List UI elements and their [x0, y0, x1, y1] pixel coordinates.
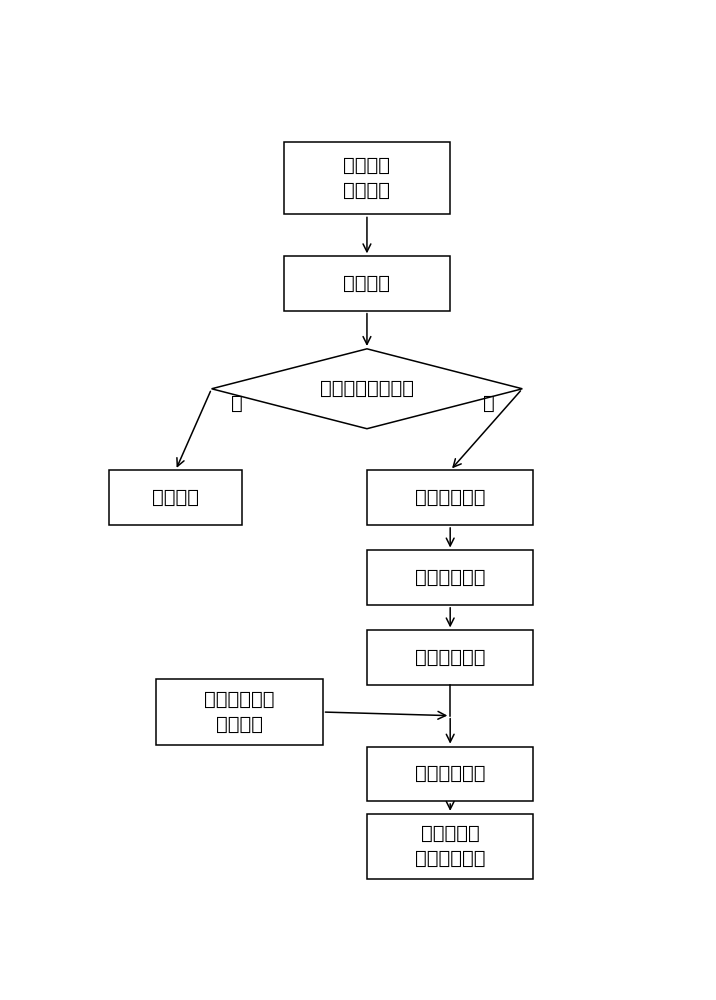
- Text: 异常数据: 异常数据: [152, 488, 199, 507]
- Text: 辐照功率曲线: 辐照功率曲线: [415, 648, 485, 667]
- Text: 稳健回归模型: 稳健回归模型: [415, 568, 485, 587]
- Bar: [367, 550, 533, 605]
- Text: 计算功率数据: 计算功率数据: [415, 764, 485, 783]
- Text: 统计分析: 统计分析: [344, 274, 390, 293]
- Polygon shape: [212, 349, 523, 429]
- Text: 否: 否: [231, 394, 243, 413]
- Text: 过滤后的数据: 过滤后的数据: [415, 488, 485, 507]
- Text: 是否符合物理特性: 是否符合物理特性: [320, 379, 414, 398]
- Bar: [367, 814, 533, 879]
- Text: 分布式光伏
电站出力计算: 分布式光伏 电站出力计算: [415, 824, 485, 868]
- Bar: [367, 630, 533, 685]
- Bar: [156, 679, 323, 745]
- Bar: [284, 142, 450, 214]
- Text: 数值天气预报
辐照数据: 数值天气预报 辐照数据: [204, 690, 274, 734]
- Bar: [109, 470, 242, 525]
- Text: 辐照功率
历史数据: 辐照功率 历史数据: [344, 156, 390, 200]
- Text: 是: 是: [483, 394, 495, 413]
- Bar: [367, 470, 533, 525]
- Bar: [284, 256, 450, 311]
- Bar: [367, 747, 533, 801]
